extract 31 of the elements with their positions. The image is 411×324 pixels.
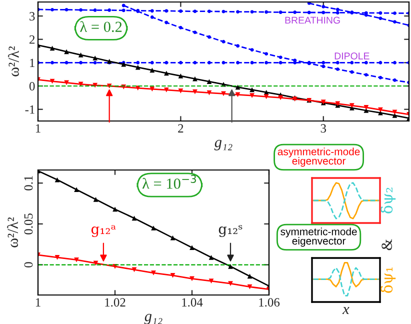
y-tick-label: -1 (25, 105, 34, 114)
chart-title: symmetric-mode eigenvector (280, 228, 357, 247)
y-tick-label: 0.1 (24, 176, 33, 190)
y-tick-label: 2 (30, 35, 35, 44)
y-axis-title: ω²/λ² (8, 46, 19, 76)
x-tick-label: 1 (36, 298, 40, 306)
annotation: g₁₂ˢ (218, 225, 242, 237)
chart-title: asymmetric-mode eigenvector (278, 148, 360, 167)
y-tick-label: 3 (30, 12, 35, 20)
text: & (382, 239, 392, 250)
y-tick-label: 0.05 (24, 213, 33, 234)
text: δψ₂ (380, 188, 396, 214)
y-tick-label: 0 (29, 82, 35, 90)
x-tick-label: 1.06 (259, 298, 280, 307)
x-axis-title: g₁₂ (144, 314, 162, 324)
y-axis-title: ω²/λ² (7, 217, 18, 248)
x-axis-title: x (342, 306, 350, 314)
annotation: g₁₂ᵃ (91, 225, 116, 237)
x-tick-label: 3 (320, 124, 326, 133)
annotation: λ = 10$^{−3}$ (142, 174, 196, 189)
annotation: BREATHING (285, 16, 340, 24)
x-tick-label: 2 (178, 124, 184, 132)
x-tick-label: 1.02 (105, 298, 126, 307)
text: δψ₁ (380, 268, 396, 293)
x-tick-label: 1 (36, 124, 40, 132)
y-tick-label: 1 (30, 58, 34, 68)
x-axis-title: g₁₂ (214, 140, 232, 150)
annotation: DIPOLE (334, 52, 370, 60)
annotation: λ = 0.2 (80, 21, 122, 32)
y-tick-label: 0 (24, 262, 33, 268)
x-tick-label: 1.04 (182, 298, 203, 307)
